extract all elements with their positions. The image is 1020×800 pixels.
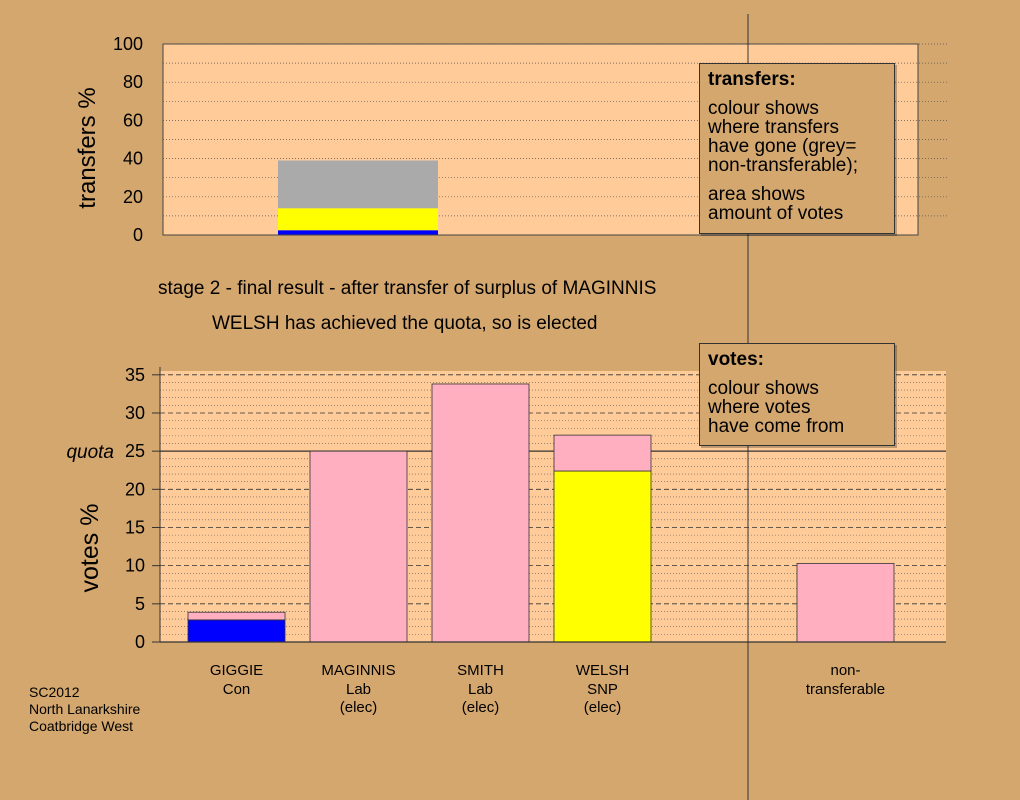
votes-y-tick-label: 10 [125,556,145,576]
transfers-bar-segment [278,208,438,231]
quota-label: quota [66,442,114,463]
votes-y-tick-label: 35 [125,365,145,385]
candidate-party-label: Lab [346,681,371,698]
candidate-name-label: non- [830,662,860,679]
candidate-party-label: SNP [587,681,618,698]
elected-caption: WELSH has achieved the quota, so is elec… [212,313,598,334]
transfers-y-tick-label: 20 [123,187,143,207]
votes-bar-segment [553,434,652,472]
votes-note-title: votes: [708,349,764,370]
transfers-y-tick-label: 0 [133,225,143,245]
votes-bar-segment [309,450,408,643]
footer-council: North Lanarkshire [29,701,141,717]
candidate-name-label: GIGGIE [210,662,263,679]
transfers-y-tick-label: 80 [123,72,143,92]
votes-y-tick-label: 30 [125,403,145,423]
transfers-y-tick-label: 60 [123,110,143,130]
transfers-note-line: where transfers [708,117,839,138]
votes-y-axis-label: votes % [76,504,104,593]
votes-y-tick-label: 25 [125,441,145,461]
candidate-name-label: WELSH [576,662,629,679]
transfers-note-line: amount of votes [708,203,844,224]
candidate-name-label: SMITH [457,662,504,679]
candidate-party-label: Lab [468,681,493,698]
votes-y-tick-label: 15 [125,517,145,537]
candidate-party-label: transferable [806,681,885,698]
votes-y-tick-label: 5 [135,594,145,614]
footer-info: SC2012 North Lanarkshire Coatbridge West [29,684,140,735]
votes-note: votes: colour shows where votes have com… [699,343,895,446]
transfers-note-line: colour shows [708,98,819,119]
transfers-bar-segment [278,230,438,235]
votes-bar-segment [553,470,652,643]
votes-note-line: where votes [708,397,811,418]
candidate-status-label: (elec) [462,699,500,716]
transfers-y-tick-label: 40 [123,149,143,169]
votes-bar-segment [431,383,530,643]
votes-y-tick-label: 20 [125,479,145,499]
transfers-note: transfers: colour shows where transfers … [699,63,895,234]
transfers-note-line: area shows [708,184,806,205]
transfers-note-line: have gone (grey= [708,136,857,157]
footer-election: SC2012 [29,684,80,700]
stage-caption: stage 2 - final result - after transfer … [158,278,657,299]
votes-bar-segment [187,611,286,621]
transfers-note-line: non-transferable); [708,155,858,176]
transfers-note-title: transfers: [708,69,796,90]
votes-note-line: colour shows [708,378,819,399]
votes-bar-segment [796,562,895,643]
candidate-party-label: Con [223,681,251,698]
candidate-status-label: (elec) [584,699,622,716]
footer-ward: Coatbridge West [29,718,134,734]
transfers-y-axis-label: transfers % [74,87,101,208]
transfers-y-tick-label: 100 [113,34,143,54]
votes-y-tick-label: 0 [135,632,145,652]
candidate-name-label: MAGINNIS [321,662,395,679]
candidate-status-label: (elec) [340,699,378,716]
votes-bar-segment [187,619,286,643]
transfers-bar-segment [278,160,438,209]
votes-note-line: have come from [708,416,845,437]
